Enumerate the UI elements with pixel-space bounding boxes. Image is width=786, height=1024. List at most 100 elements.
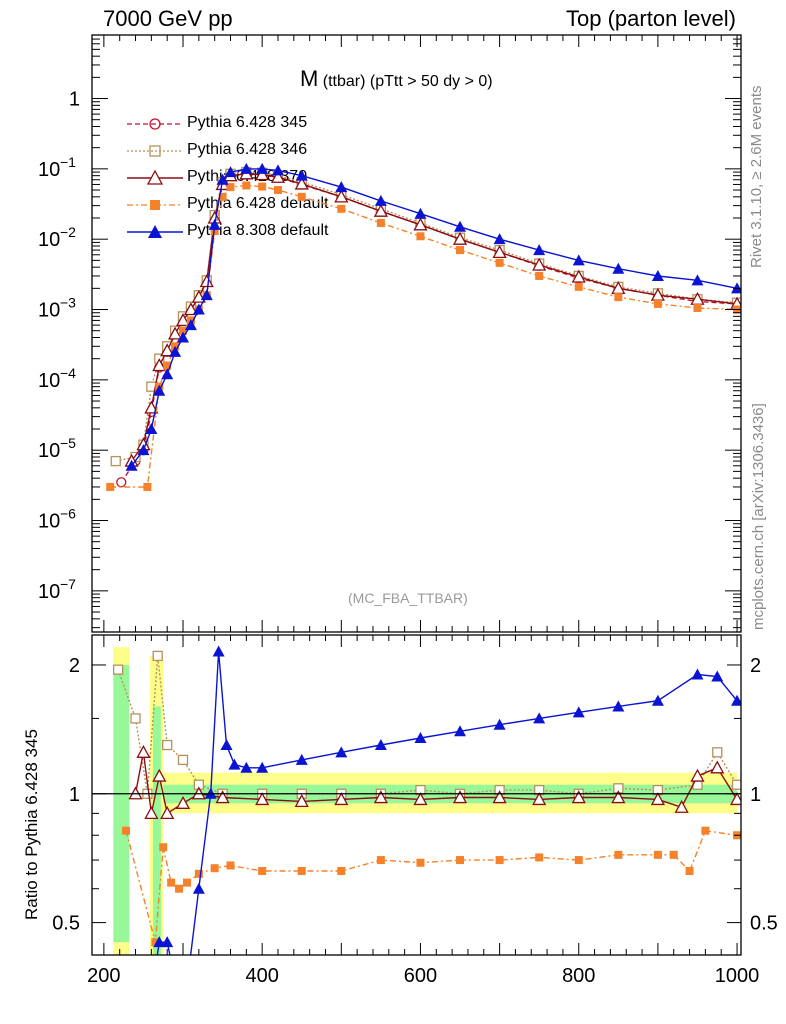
axis-ticks	[92, 34, 741, 955]
legend-label-346: Pythia 6.428 346	[187, 141, 308, 158]
ratio-point-2-4	[175, 884, 184, 893]
main-point-4-13	[240, 162, 253, 174]
ratio-point-3-17	[533, 712, 546, 724]
main-point-4-9	[200, 289, 213, 301]
ratio-point-3-21	[691, 668, 704, 680]
ratio-point-3-3	[177, 1012, 189, 1023]
y-tick-label: 1	[69, 89, 80, 111]
ratio-point-3-2	[161, 936, 174, 948]
main-series	[106, 162, 741, 491]
ratio-point-0-0	[112, 664, 124, 675]
x-tick-label: 800	[562, 965, 595, 987]
ratio-point-2-15	[495, 856, 504, 865]
main-point-3-19	[456, 246, 465, 255]
main-point-3-23	[614, 293, 623, 302]
main-point-4-8	[192, 303, 205, 315]
main-point-4-15	[271, 164, 284, 176]
main-point-4-0	[125, 459, 138, 471]
y-tick-label-exponent: −5	[60, 435, 76, 451]
ratio-point-0-1	[130, 713, 141, 724]
y-tick-label: 10 −1	[38, 154, 76, 181]
ratio-point-1-4	[160, 806, 175, 820]
main-point-4-16	[295, 169, 308, 181]
main-point-2-18	[373, 203, 388, 217]
legend-symbol-370	[127, 169, 183, 185]
ratio-point-3-16	[493, 718, 506, 730]
main-point-2-7	[183, 302, 199, 316]
ratio-point-2-1	[151, 938, 160, 947]
ratio-point-1-11	[373, 790, 388, 804]
ratio-point-2-6	[194, 869, 203, 878]
ratio-point-1-17	[611, 790, 626, 804]
main-point-4-14	[256, 162, 269, 174]
y-tick-label-exponent: −2	[60, 224, 76, 240]
ratio-band-inner-low-mass	[113, 664, 130, 943]
y-tick-label-base: 10	[38, 581, 60, 603]
ratio-point-1-5	[175, 795, 191, 809]
y-tick-label-exponent: −3	[60, 295, 76, 311]
main-point-3-0	[106, 482, 115, 491]
main-point-3-10	[218, 192, 227, 201]
main-point-4-22	[533, 244, 546, 256]
ratio-band-inner-threshold	[152, 706, 161, 955]
ratio-y-tick-label-right: 1	[750, 784, 761, 806]
ratio-point-1-20	[690, 768, 705, 782]
header-right: Top (parton level)	[566, 6, 736, 31]
ratio-line-2	[125, 829, 738, 943]
main-point-2-23	[571, 269, 586, 283]
ratio-point-3-1	[153, 936, 166, 948]
ratio-point-0-21	[731, 779, 741, 790]
main-point-2-22	[532, 257, 547, 271]
y-tick-label: 10 −5	[38, 435, 76, 462]
main-point-2-19	[413, 217, 428, 231]
ratio-point-2-9	[258, 867, 267, 876]
main-point-0-0	[116, 477, 127, 488]
ratio-y-tick-label-right: 2	[750, 655, 761, 677]
ratio-point-1-9	[294, 794, 309, 808]
main-point-4-11	[216, 173, 229, 185]
ratio-point-1-3	[152, 768, 167, 782]
ratio-point-1-10	[334, 792, 349, 806]
ratio-point-3-15	[454, 725, 467, 737]
x-tick-label: 200	[87, 965, 120, 987]
ratio-point-2-22	[701, 826, 710, 835]
ratio-point-1-8	[255, 792, 270, 806]
main-point-3-18	[416, 232, 425, 241]
ratio-point-2-2	[159, 843, 168, 852]
ratio-point-2-20	[669, 850, 678, 859]
ratio-point-0-5	[177, 754, 189, 766]
header-left: 7000 GeV pp	[103, 6, 233, 31]
ratio-point-3-9	[240, 761, 253, 773]
ratio-point-1-13	[452, 790, 468, 804]
main-point-4-17	[335, 181, 348, 193]
main-point-4-26	[691, 274, 704, 286]
plot-title: M (ttbar) (pTtt > 50 dy > 0)	[300, 66, 493, 92]
main-point-3-3	[163, 361, 172, 370]
y-tick-label-base: 10	[38, 511, 60, 533]
main-point-4-18	[374, 194, 387, 206]
ratio-point-3-12	[335, 746, 348, 758]
y-tick-label-exponent: −1	[60, 154, 76, 170]
main-point-4-6	[177, 331, 190, 343]
main-point-1-0	[110, 455, 121, 467]
main-point-2-21	[492, 244, 507, 258]
ratio-point-3-22	[711, 670, 724, 682]
ratio-point-0-3	[152, 650, 163, 662]
ratio-point-1-15	[532, 792, 547, 806]
ratio-point-3-0	[141, 1012, 153, 1023]
y-tick-label-exponent: −6	[60, 506, 76, 522]
main-point-3-5	[179, 326, 188, 335]
main-point-2-16	[294, 176, 309, 190]
ratio-point-3-14	[414, 732, 427, 744]
ratio-point-1-1	[136, 744, 151, 758]
main-point-4-7	[184, 319, 197, 331]
ratio-point-3-8	[228, 758, 241, 770]
main-point-3-13	[258, 182, 267, 191]
x-tick-label: 1000	[715, 965, 760, 987]
y-tick-label-base: 10	[38, 440, 60, 462]
main-point-3-15	[297, 192, 306, 201]
main-point-2-5	[168, 326, 183, 340]
y-tick-label-text: 1	[69, 89, 80, 111]
main-point-2-6	[175, 313, 191, 327]
